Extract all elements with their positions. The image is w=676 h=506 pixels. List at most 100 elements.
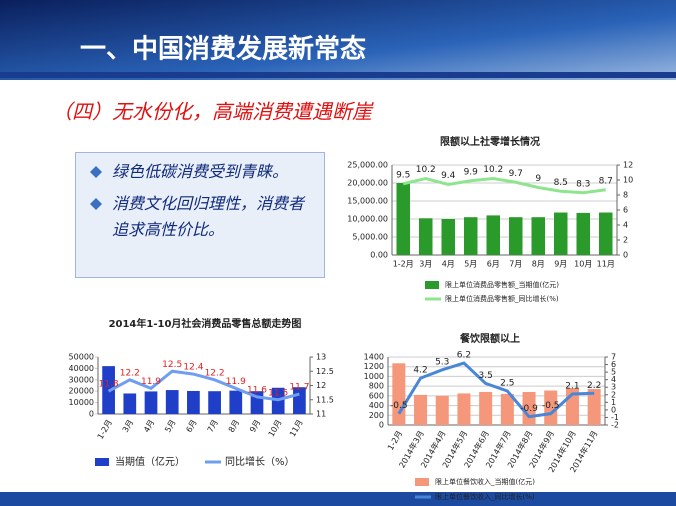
data-label: 12.4 bbox=[183, 363, 203, 373]
line bbox=[402, 176, 606, 195]
y2-tick-label: 5 bbox=[611, 368, 616, 377]
y-tick-label: 5,000.00 bbox=[352, 233, 388, 242]
bar bbox=[531, 217, 545, 255]
x-tick-label: 4月 bbox=[442, 260, 455, 269]
y-tick-label: 20,000.00 bbox=[347, 179, 388, 188]
bullet-text: 绿色低碳消费受到青睐。 bbox=[112, 162, 289, 181]
x-tick-label: 7月 bbox=[206, 418, 220, 434]
x-tick-label: 11月 bbox=[597, 260, 615, 269]
y2-tick-label: 1 bbox=[611, 398, 616, 407]
data-label: -0.5 bbox=[390, 401, 408, 411]
y-tick-label: 1400 bbox=[364, 353, 384, 362]
legend-label: 同比增长（%） bbox=[225, 455, 295, 468]
x-tick-label: 3月 bbox=[121, 418, 135, 434]
data-label: 10.2 bbox=[416, 165, 436, 175]
y2-tick-label: 12 bbox=[316, 381, 326, 390]
y2-tick-label: 6 bbox=[623, 206, 628, 215]
y-tick-label: 10000 bbox=[69, 398, 94, 407]
bar bbox=[500, 393, 514, 425]
bar bbox=[599, 212, 613, 255]
legend-label: 限上单位消费品零售额_当期值(亿元) bbox=[445, 280, 559, 289]
y2-tick-label: 6 bbox=[611, 360, 616, 369]
line bbox=[397, 361, 595, 419]
data-label: 9.5 bbox=[396, 170, 410, 180]
data-label: 11.6 bbox=[247, 385, 267, 395]
y-tick-label: 800 bbox=[369, 382, 384, 391]
data-label: 12.2 bbox=[120, 368, 140, 378]
header-band bbox=[0, 0, 676, 80]
bar bbox=[123, 393, 137, 414]
legend-label: 限上单位餐饮收入_当期值(亿元) bbox=[435, 477, 535, 486]
y-tick-label: 20000 bbox=[69, 387, 94, 396]
bar bbox=[457, 393, 471, 425]
data-label: 11.9 bbox=[226, 377, 246, 387]
bullet-item: 绿色低碳消费受到青睐。 bbox=[86, 159, 314, 185]
y-tick-label: 0 bbox=[379, 421, 384, 430]
data-label: 11.5 bbox=[268, 388, 288, 398]
footer-stripe bbox=[0, 492, 676, 506]
y-tick-label: 200 bbox=[369, 411, 384, 420]
y2-tick-label: 3 bbox=[611, 383, 616, 392]
bar bbox=[464, 217, 478, 255]
x-tick-label: 7月 bbox=[509, 260, 522, 269]
x-tick-label: 3月 bbox=[419, 260, 432, 269]
y2-tick-label: 8 bbox=[623, 191, 628, 200]
data-label: 3.5 bbox=[478, 371, 492, 381]
data-label: -0.5 bbox=[542, 401, 560, 411]
bullet-icon bbox=[90, 166, 102, 178]
data-label: 11.9 bbox=[141, 377, 161, 387]
y-tick-label: 1000 bbox=[364, 372, 384, 381]
data-label: 8.7 bbox=[599, 176, 613, 186]
y2-tick-label: 11 bbox=[316, 410, 326, 419]
data-label: 4.2 bbox=[413, 366, 427, 376]
data-label: 2.2 bbox=[587, 381, 601, 391]
x-tick-label: 11月 bbox=[288, 418, 305, 438]
header-stripe bbox=[0, 72, 676, 78]
bar bbox=[509, 217, 523, 255]
data-label: 9 bbox=[535, 174, 541, 184]
y-tick-label: 40000 bbox=[69, 364, 94, 373]
x-tick-label: 1-2月 bbox=[386, 429, 404, 452]
legend-swatch bbox=[415, 478, 429, 486]
legend-label: 限上单位餐饮收入_同比增长(%) bbox=[435, 492, 535, 501]
line bbox=[107, 369, 300, 402]
chart-title: 限额以上社零增长情况 bbox=[440, 137, 540, 148]
slide-title: 一、中国消费发展新常态 bbox=[80, 34, 366, 65]
bullet-item: 消费文化回归理性，消费者追求高性价比。 bbox=[86, 191, 314, 243]
bar bbox=[576, 212, 590, 255]
bar bbox=[554, 212, 568, 255]
data-label: -0.9 bbox=[520, 404, 538, 414]
legend-swatch bbox=[425, 281, 439, 289]
y-tick-label: 0 bbox=[89, 410, 94, 419]
y2-tick-label: 0 bbox=[611, 405, 616, 414]
y2-tick-label: 12 bbox=[623, 161, 633, 170]
y-tick-label: 0.00 bbox=[370, 251, 388, 260]
bar bbox=[479, 391, 493, 425]
x-tick-label: 9月 bbox=[248, 418, 262, 434]
data-label: 8.3 bbox=[576, 179, 590, 189]
bullet-box: 绿色低碳消费受到青睐。 消费文化回归理性，消费者追求高性价比。 bbox=[75, 152, 325, 278]
data-label: 9.7 bbox=[509, 169, 523, 179]
y-tick-label: 600 bbox=[369, 391, 384, 400]
data-label: 5.3 bbox=[435, 357, 449, 367]
y-tick-label: 15,000.00 bbox=[347, 197, 388, 206]
data-label: 12.5 bbox=[162, 360, 182, 370]
bar bbox=[144, 391, 158, 414]
y2-tick-label: 2 bbox=[611, 390, 616, 399]
data-label: 12.2 bbox=[205, 368, 225, 378]
y2-tick-label: -1 bbox=[611, 413, 619, 422]
legend-label: 限上单位消费品零售额_同比增长(%) bbox=[445, 294, 559, 303]
bar bbox=[587, 389, 601, 425]
y2-tick-label: 4 bbox=[623, 221, 628, 230]
bar bbox=[419, 218, 433, 255]
data-label: 8.5 bbox=[554, 178, 568, 188]
data-label: 2.5 bbox=[500, 379, 514, 389]
y2-tick-label: 12.5 bbox=[316, 367, 334, 376]
bar bbox=[229, 390, 243, 414]
legend-label: 当期值（亿元） bbox=[115, 455, 185, 468]
y2-tick-label: 2 bbox=[623, 236, 628, 245]
x-tick-label: 5月 bbox=[163, 418, 177, 434]
bar bbox=[396, 183, 410, 255]
y2-tick-label: 13 bbox=[316, 353, 326, 362]
